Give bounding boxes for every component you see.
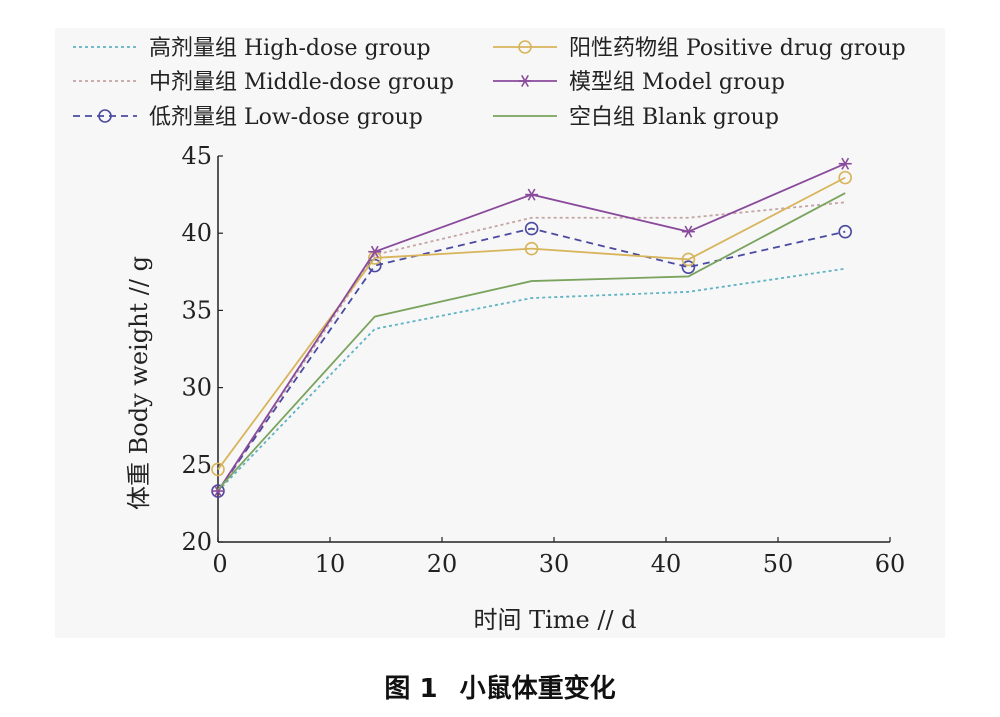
figure-caption: 图 1 小鼠体重变化: [0, 668, 1000, 705]
line-chart: 高剂量组 High-dose group 阳性药物组 Positive drug …: [73, 36, 906, 634]
data-point: [838, 157, 852, 170]
series-4: [211, 170, 853, 477]
y-tick-label: 35: [181, 296, 212, 324]
series-6: [217, 192, 846, 491]
series-2: [217, 201, 846, 494]
legend-item: 中剂量组 Middle-dose group: [73, 70, 454, 95]
legend-item: 低剂量组 Low-dose group: [73, 105, 423, 130]
x-tick-label: 50: [763, 550, 794, 578]
data-point: [838, 224, 853, 239]
x-tick-label: 10: [315, 550, 346, 578]
legend-label: 阳性药物组 Positive drug group: [569, 36, 906, 61]
legend-item: 空白组 Blank group: [493, 105, 779, 130]
x-tick-label: 0: [212, 550, 227, 578]
legend-label: 模型组 Model group: [569, 70, 785, 95]
series-lines: [211, 157, 853, 498]
legend-marker: [518, 40, 532, 54]
data-point: [681, 260, 696, 274]
axes: 0 10 20 30 40 50 60 20 25 30 35 40 45: [181, 142, 905, 578]
series-line: [217, 192, 846, 491]
y-tick-label: 20: [181, 528, 212, 556]
data-point: [368, 245, 382, 258]
legend-marker: [518, 74, 532, 88]
x-tick-label: 20: [427, 550, 458, 578]
series-5: [211, 157, 852, 498]
data-point: [525, 188, 539, 201]
x-tick-label: 60: [875, 550, 906, 578]
figure-number: 图 1: [384, 674, 438, 704]
series-line: [217, 162, 846, 492]
legend-marker: [98, 109, 112, 123]
data-point: [211, 462, 225, 477]
y-tick-label: 25: [181, 451, 212, 479]
data-point: [681, 225, 695, 238]
legend-label: 中剂量组 Middle-dose group: [149, 70, 454, 95]
legend-item: 高剂量组 High-dose group: [73, 36, 431, 61]
figure-title: 小鼠体重变化: [459, 674, 616, 704]
y-tick-label: 45: [181, 142, 212, 170]
x-tick-label: 40: [651, 550, 682, 578]
x-tick-label: 30: [539, 550, 570, 578]
legend-label: 空白组 Blank group: [569, 105, 779, 130]
legend-item: 模型组 Model group: [493, 70, 785, 95]
data-point: [524, 221, 539, 236]
legend-label: 低剂量组 Low-dose group: [149, 105, 423, 130]
series-line: [217, 201, 846, 494]
series-line: [217, 227, 846, 492]
data-point: [524, 241, 539, 256]
series-1: [217, 267, 846, 492]
y-tick-label: 40: [181, 219, 212, 247]
legend-label: 高剂量组 High-dose group: [149, 36, 431, 61]
series-3: [211, 221, 853, 498]
y-axis-label: 体重 Body weight // g: [125, 256, 153, 510]
data-point: [838, 170, 853, 185]
series-line: [217, 176, 846, 470]
x-axis-label: 时间 Time // d: [473, 606, 636, 634]
legend: 高剂量组 High-dose group 阳性药物组 Positive drug …: [73, 36, 906, 130]
figure-panel: 高剂量组 High-dose group 阳性药物组 Positive drug …: [55, 28, 945, 638]
legend-item: 阳性药物组 Positive drug group: [493, 36, 906, 61]
y-tick-label: 30: [181, 374, 212, 402]
series-line: [217, 267, 846, 492]
data-point: [681, 252, 696, 267]
